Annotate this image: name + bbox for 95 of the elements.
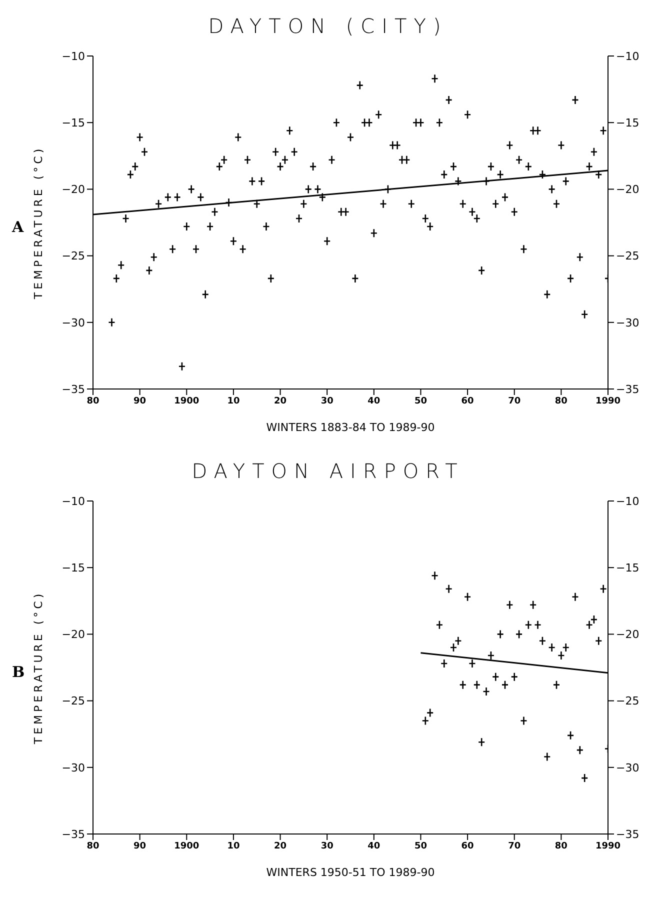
x-tick-label: 90 — [134, 396, 146, 406]
x-tick-label: 80 — [554, 841, 568, 852]
y-tick-label: −15 — [62, 562, 85, 575]
x-tick-label: 20 — [274, 841, 287, 852]
x-tick-label: 60 — [461, 396, 474, 406]
point — [566, 730, 574, 740]
point — [534, 620, 542, 630]
point — [580, 773, 588, 783]
y-tick-label: −30 — [62, 761, 85, 774]
x-tick-label: 50 — [414, 841, 427, 852]
y2-tick-label: −10 — [616, 494, 640, 508]
y-tick-label: −15 — [62, 116, 85, 130]
y-tick-label: −20 — [62, 183, 85, 196]
y-tick-label: −25 — [62, 694, 85, 708]
point — [515, 630, 523, 639]
point — [510, 672, 518, 682]
x-tick-label: 80 — [86, 841, 100, 852]
point — [440, 658, 448, 668]
x-tick-label: 90 — [134, 841, 146, 852]
x-tick-label: 30 — [320, 841, 334, 852]
point — [492, 672, 500, 682]
y-tick-label: −10 — [62, 50, 85, 63]
point — [422, 716, 430, 726]
x-tick-label: 80 — [86, 396, 100, 406]
point — [454, 636, 462, 646]
chart-title: DAYTON AIRPORT — [190, 458, 466, 485]
y2-tick-label: −25 — [616, 250, 640, 263]
text: A — [12, 218, 24, 236]
point — [548, 642, 556, 652]
x-tick-label: 30 — [320, 396, 334, 406]
point — [506, 600, 514, 610]
point — [538, 636, 546, 646]
x-tick-label: 1990 — [595, 396, 621, 406]
y-tick-label: −10 — [62, 494, 85, 508]
point — [426, 708, 434, 718]
y2-tick-label: −15 — [616, 562, 640, 575]
y-tick-label: −35 — [62, 828, 85, 841]
y-axis-title: TEMPERATURE (°C) — [32, 590, 45, 746]
point — [594, 636, 602, 646]
point — [529, 600, 537, 610]
x-axis-title: WINTERS 1883-84 TO 1989-90 — [266, 421, 435, 434]
x-tick-label: 50 — [414, 396, 427, 406]
x-tick-label: 80 — [554, 396, 568, 406]
point — [586, 620, 593, 630]
point — [473, 680, 481, 690]
y2-tick-label: −20 — [616, 183, 640, 196]
point — [468, 658, 476, 668]
y2-tick-label: −30 — [616, 316, 640, 330]
point — [478, 737, 486, 747]
y2-tick-label: −35 — [616, 828, 640, 841]
y2-tick-label: −15 — [616, 116, 640, 130]
point — [459, 680, 467, 690]
text: B — [12, 663, 25, 681]
x-tick-label: 1990 — [595, 841, 621, 852]
y-tick-label: −30 — [62, 316, 85, 330]
y2-tick-label: −10 — [616, 50, 640, 63]
point — [590, 614, 598, 624]
x-tick-label: 10 — [227, 396, 240, 406]
chart-title: DAYTON (CITY) — [207, 13, 449, 40]
y2-tick-label: −30 — [616, 761, 640, 774]
y-tick-label: −20 — [62, 628, 85, 642]
y-axis-title: TEMPERATURE (°C) — [32, 146, 45, 300]
point — [445, 584, 452, 594]
y-tick-label: −25 — [62, 250, 85, 263]
x-tick-label: 60 — [461, 841, 474, 852]
point — [450, 642, 458, 652]
point — [558, 650, 565, 660]
point — [552, 680, 560, 690]
point — [562, 642, 570, 652]
x-tick-label: 40 — [368, 841, 380, 852]
point — [436, 620, 444, 630]
point — [496, 630, 504, 639]
y2-tick-label: −35 — [616, 382, 640, 396]
point — [543, 752, 551, 762]
point — [501, 680, 509, 690]
x-tick-label: 70 — [508, 841, 521, 852]
point — [524, 620, 532, 630]
x-tick-label: 10 — [227, 841, 240, 852]
x-tick-label: 1900 — [174, 396, 200, 406]
y2-tick-label: −25 — [616, 694, 640, 708]
x-tick-label: 20 — [274, 396, 287, 406]
point — [487, 650, 495, 660]
x-tick-label: 70 — [508, 396, 521, 406]
x-axis-title: WINTERS 1950-51 TO 1989-90 — [266, 866, 435, 879]
point — [482, 686, 490, 696]
point — [576, 745, 584, 755]
point — [464, 592, 472, 602]
x-tick-label: 1900 — [174, 841, 200, 852]
y-tick-label: −35 — [62, 382, 85, 396]
point — [572, 592, 579, 602]
point — [600, 584, 607, 594]
x-tick-label: 40 — [368, 396, 380, 406]
point — [431, 570, 438, 580]
y2-tick-label: −20 — [616, 628, 640, 642]
point — [520, 716, 528, 726]
